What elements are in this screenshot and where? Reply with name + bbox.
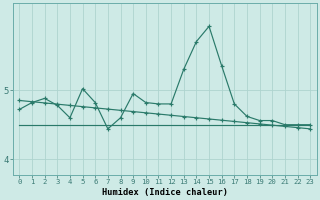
X-axis label: Humidex (Indice chaleur): Humidex (Indice chaleur) — [102, 188, 228, 197]
